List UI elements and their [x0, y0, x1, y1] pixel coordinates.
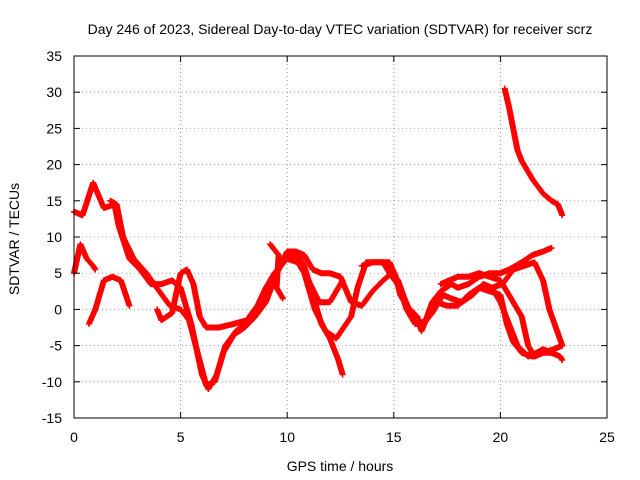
x-tick-label: 10 — [279, 429, 295, 445]
y-tick-label: 10 — [46, 229, 62, 245]
x-tick-label: 5 — [177, 429, 185, 445]
y-tick-label: 35 — [46, 48, 62, 64]
plus-markers — [85, 273, 133, 327]
chart-title: Day 246 of 2023, Sidereal Day-to-day VTE… — [88, 21, 593, 37]
plus-markers — [488, 259, 566, 349]
y-tick-label: -5 — [50, 338, 63, 354]
plus-markers — [437, 270, 555, 360]
y-tick-label: 30 — [46, 84, 62, 100]
y-tick-label: 20 — [46, 157, 62, 173]
plus-markers — [501, 85, 566, 219]
y-tick-label: 25 — [46, 120, 62, 136]
ticks: 0 5 10 15 20 25 -15 -10 -5 0 5 10 15 20 25 30 35 — [42, 48, 615, 445]
x-tick-label: 0 — [70, 429, 78, 445]
plus-markers — [267, 241, 286, 302]
series-layer — [71, 85, 566, 392]
y-tick-label: -15 — [42, 410, 62, 426]
x-tick-label: 15 — [386, 429, 402, 445]
y-tick-label: 15 — [46, 193, 62, 209]
series-track-11 — [501, 85, 566, 219]
y-tick-label: 0 — [54, 301, 62, 317]
x-tick-label: 20 — [493, 429, 509, 445]
y-tick-label: 5 — [54, 265, 62, 281]
x-tick-label: 25 — [599, 429, 615, 445]
x-axis-label: GPS time / hours — [287, 458, 394, 474]
series-track-9 — [437, 270, 555, 360]
y-tick-label: -10 — [42, 374, 62, 390]
series-track-3 — [85, 273, 133, 327]
series-track-6 — [267, 241, 286, 302]
y-axis-label: SDTVAR / TECUs — [6, 183, 22, 295]
series-track-10 — [488, 259, 566, 349]
